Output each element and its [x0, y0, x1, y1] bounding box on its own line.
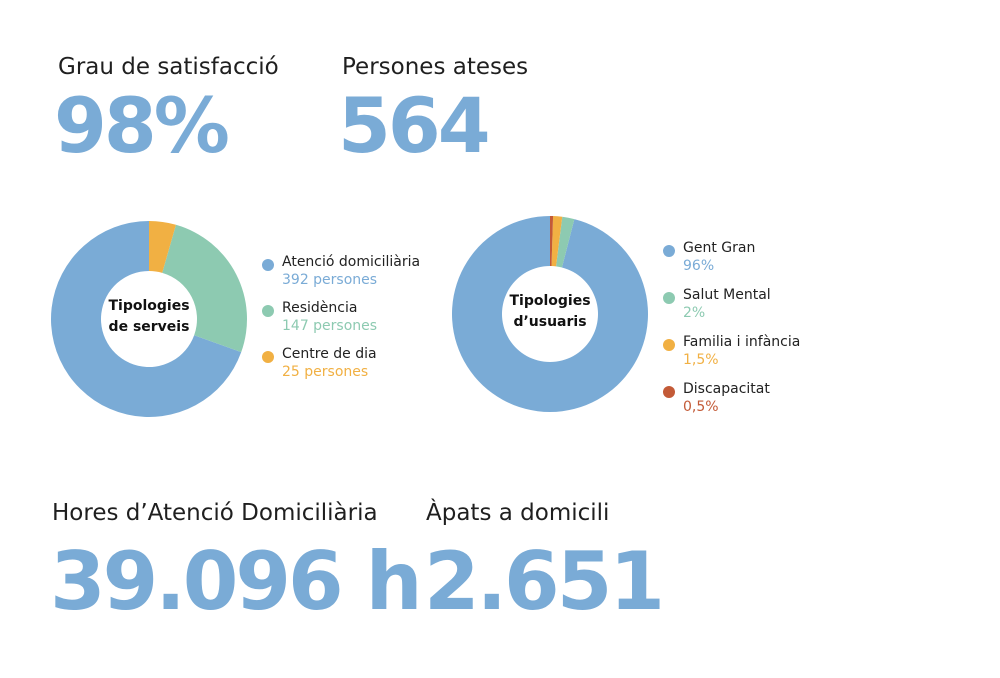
legend-label: Centre de dia — [282, 346, 377, 362]
donut-center-label-line: Tipologies — [509, 293, 590, 309]
legend-value: 1,5% — [683, 352, 719, 368]
donut-slice-resid-ncia — [162, 224, 247, 353]
stat-value-satisfaction: 98% — [54, 81, 230, 170]
legend-value: 392 persones — [282, 272, 378, 288]
legend-value: 2% — [683, 305, 706, 321]
stat-label-meals: Àpats a domicili — [426, 500, 610, 526]
stat-meals: Àpats a domicili 2.651 — [424, 500, 665, 628]
legend-label: Discapacitat — [683, 381, 770, 397]
legend-label: Gent Gran — [683, 240, 756, 256]
stat-label-persons: Persones ateses — [342, 54, 529, 80]
legend-item: Atenció domiciliària 392 persones — [262, 253, 420, 289]
stat-value-persons: 564 — [338, 81, 491, 170]
stat-hours: Hores d’Atenció Domiciliària 39.096 h — [50, 500, 423, 628]
legend-item: Familia i infància 1,5% — [663, 333, 800, 369]
legend-services: Atenció domiciliària 392 persones Residènc… — [262, 253, 420, 391]
legend-dot-icon — [262, 259, 274, 271]
donut-center-label-line: de serveis — [109, 319, 190, 335]
legend-dot-icon — [663, 386, 675, 398]
legend-item: Gent Gran 96% — [663, 239, 800, 275]
donut-center-label-line: Tipologies — [108, 298, 189, 314]
legend-users: Gent Gran 96% Salut Mental 2% Familia i infà… — [663, 239, 800, 427]
donut-slice-discapacitat — [550, 216, 554, 267]
legend-item: Centre de dia 25 persones — [262, 345, 420, 381]
legend-dot-icon — [663, 292, 675, 304]
donut-center-label-line: d’usuaris — [513, 314, 586, 330]
stat-value-meals: 2.651 — [424, 535, 665, 628]
legend-dot-icon — [663, 245, 675, 257]
legend-item: Discapacitat 0,5% — [663, 380, 800, 416]
stat-persons: Persones ateses 564 — [338, 54, 529, 164]
legend-dot-icon — [262, 305, 274, 317]
legend-dot-icon — [663, 339, 675, 351]
legend-value: 96% — [683, 258, 715, 274]
stat-value-hours: 39.096 h — [50, 535, 423, 628]
legend-value: 147 persones — [282, 318, 378, 334]
donut-slice-centre-de-dia — [149, 221, 176, 273]
donut-slice-familia-i-inf-ncia — [551, 216, 563, 267]
legend-label: Atenció domiciliària — [282, 254, 421, 270]
legend-dot-icon — [262, 351, 274, 363]
legend-item: Residència 147 persones — [262, 299, 420, 335]
stat-label-satisfaction: Grau de satisfacció — [58, 54, 279, 80]
donut-slice-atenci-domicili-ria — [50, 221, 242, 417]
legend-label: Salut Mental — [683, 287, 771, 303]
legend-value: 0,5% — [683, 399, 719, 415]
legend-label: Residència — [282, 300, 358, 316]
donut-slice-salut-mental — [556, 216, 575, 268]
legend-value: 25 persones — [282, 364, 369, 380]
stat-satisfaction: Grau de satisfacció 98% — [54, 54, 279, 164]
donut-chart-services: Tipologies de serveis — [50, 221, 247, 417]
donut-slice-gent-gran — [452, 216, 648, 412]
donut-chart-users: Tipologies d’usuaris — [452, 216, 648, 412]
legend-item: Salut Mental 2% — [663, 286, 800, 322]
stat-label-hours: Hores d’Atenció Domiciliària — [52, 500, 378, 526]
legend-label: Familia i infància — [683, 334, 801, 350]
